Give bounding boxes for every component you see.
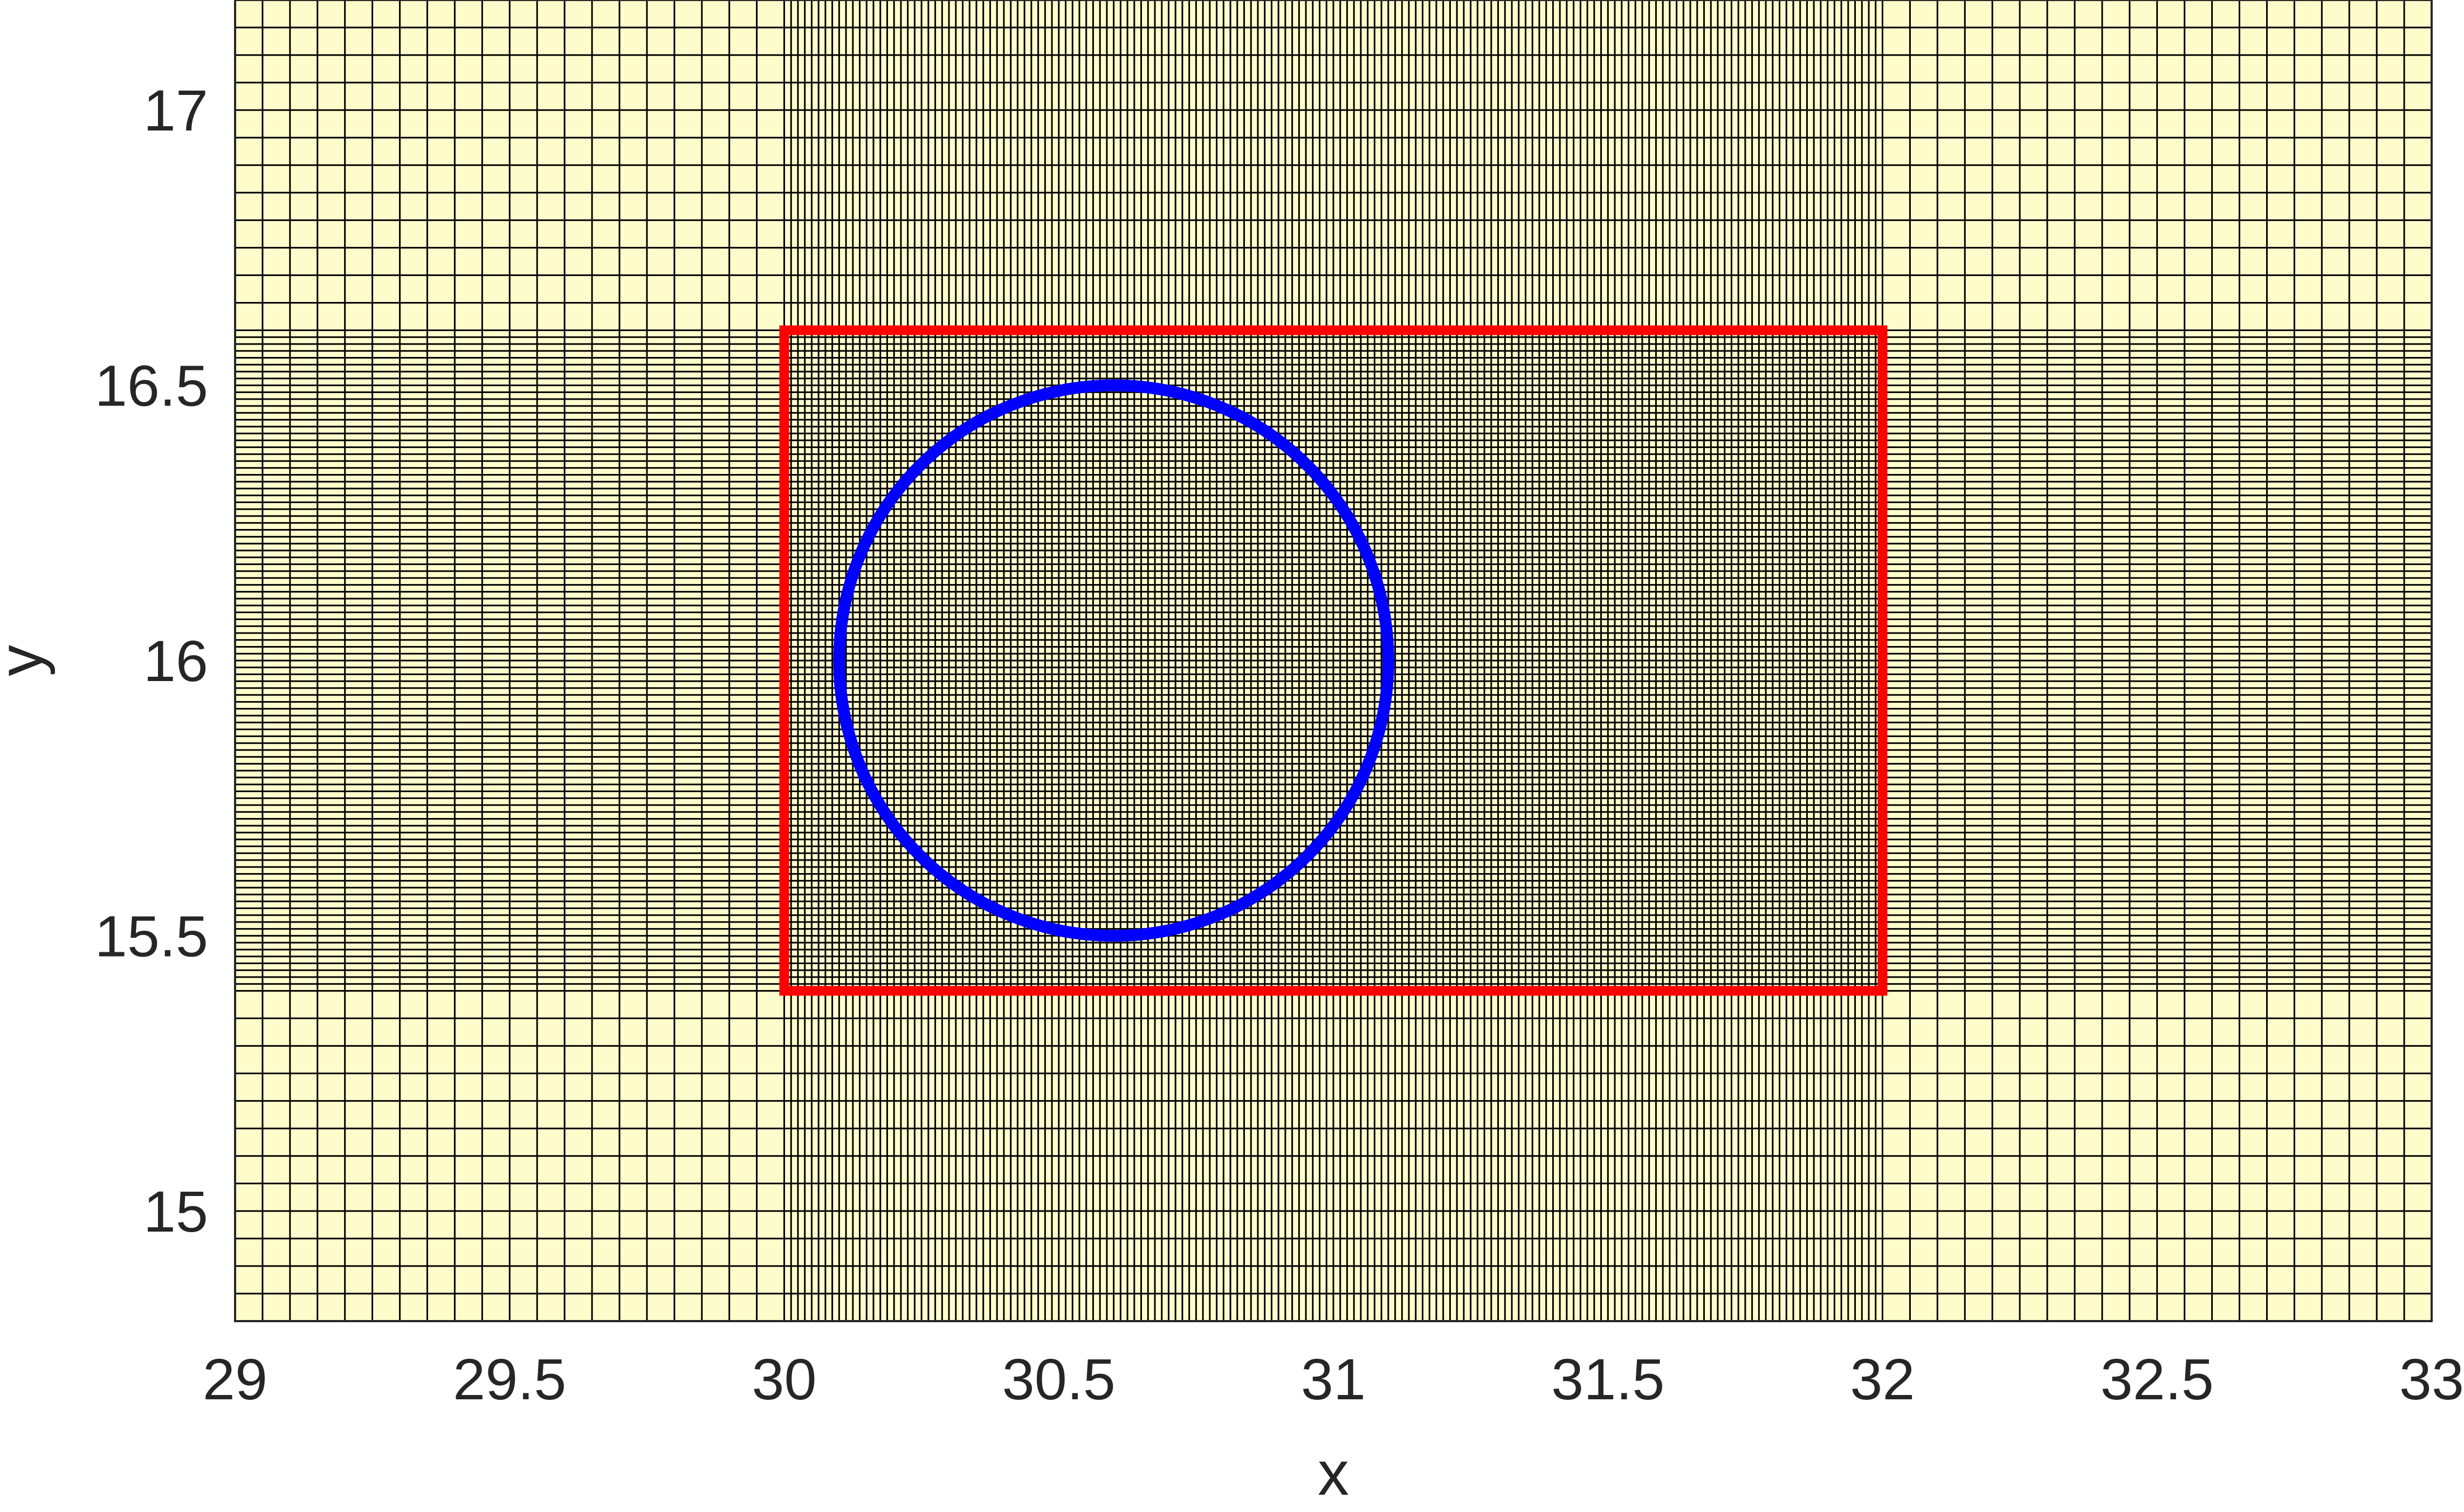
x-tick-label: 29.5 xyxy=(453,1346,566,1412)
y-tick-label: 16 xyxy=(143,628,208,693)
x-axis-label: x xyxy=(1318,1438,1349,1508)
x-tick-label: 30.5 xyxy=(1002,1346,1116,1412)
x-tick-label: 29 xyxy=(203,1346,267,1412)
y-tick-label: 15.5 xyxy=(95,903,208,968)
y-tick-label: 16.5 xyxy=(95,353,208,418)
y-tick-labels: 15 15.5 16 16.5 17 xyxy=(95,78,208,1244)
x-tick-label: 31 xyxy=(1301,1346,1366,1412)
x-tick-label: 33 xyxy=(2399,1346,2464,1412)
x-tick-label: 30 xyxy=(752,1346,816,1412)
refinement-rectangle xyxy=(779,325,1888,996)
x-tick-label: 32.5 xyxy=(2101,1346,2214,1412)
y-tick-label: 15 xyxy=(143,1179,208,1244)
circle-boundary xyxy=(833,379,1394,942)
x-tick-labels: 29 29.5 30 30.5 31 31.5 32 32.5 33 xyxy=(203,1346,2464,1412)
x-tick-label: 31.5 xyxy=(1551,1346,1664,1412)
y-tick-label: 17 xyxy=(143,78,208,143)
plot-frame xyxy=(234,0,2433,1322)
mesh-grid xyxy=(234,0,2433,1322)
y-axis-label: y xyxy=(0,645,56,676)
x-tick-label: 32 xyxy=(1850,1346,1915,1412)
